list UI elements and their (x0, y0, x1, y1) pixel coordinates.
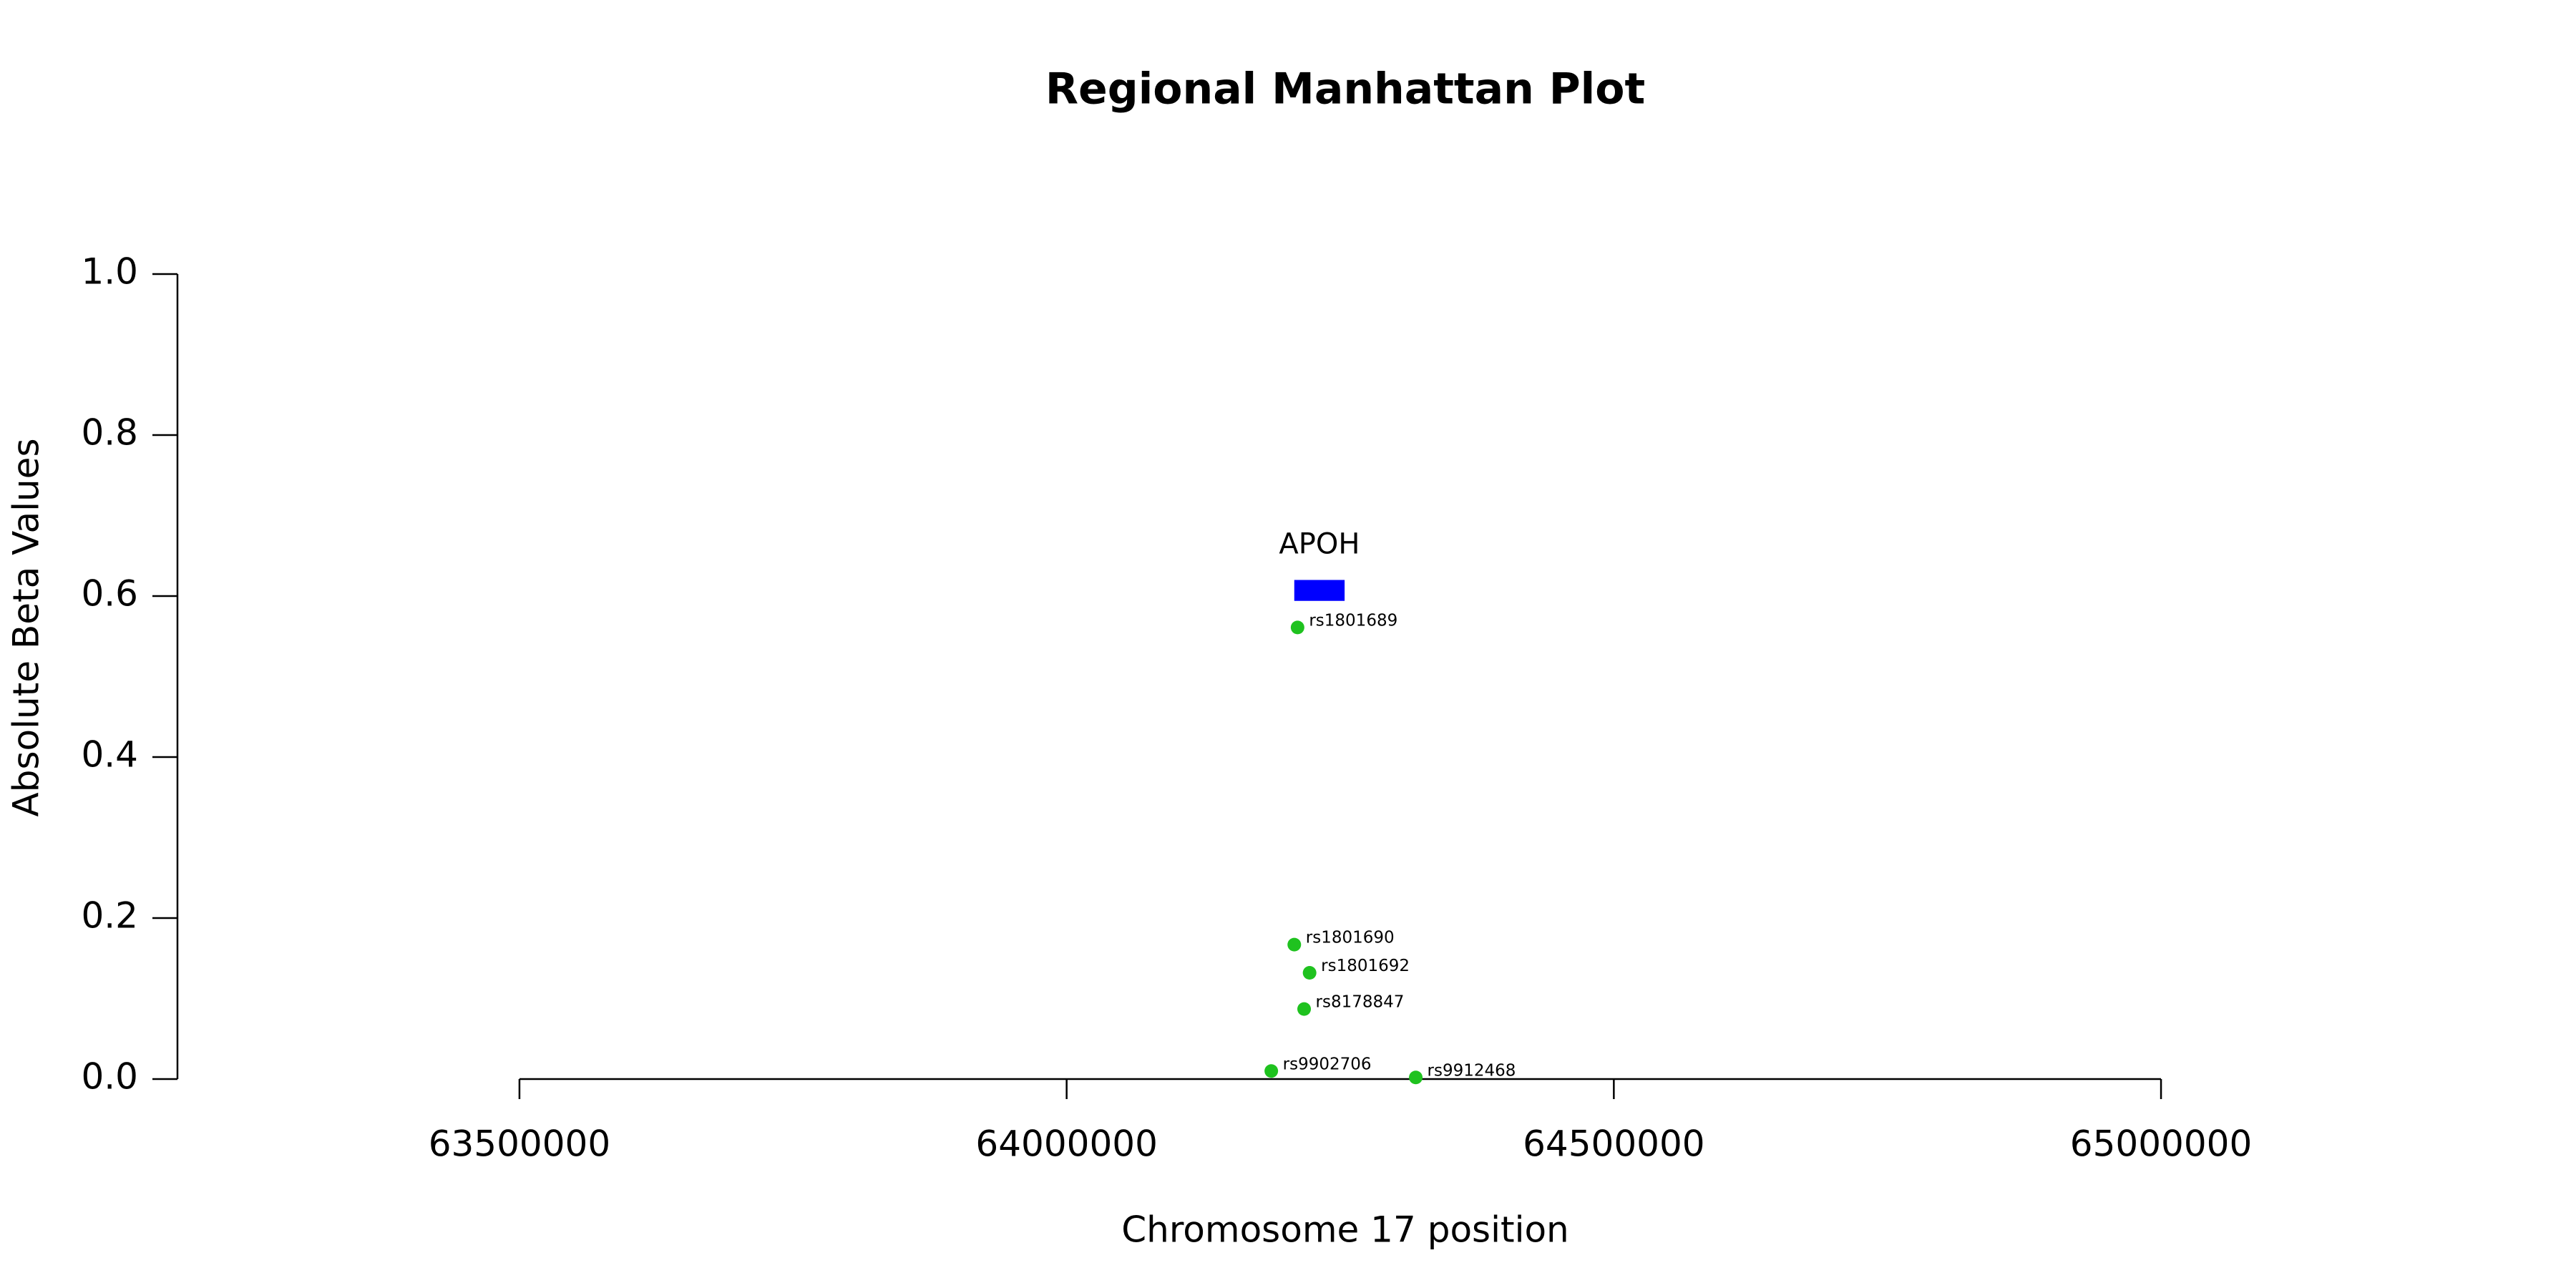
snp-label: rs8178847 (1316, 993, 1405, 1012)
x-tick-label: 64500000 (1523, 1123, 1705, 1165)
snp-label: rs9902706 (1283, 1055, 1372, 1073)
y-tick-label: 0.4 (81, 734, 138, 776)
x-axis-title: Chromosome 17 position (1121, 1209, 1569, 1251)
snp-point (1287, 937, 1302, 952)
gene-label: APOH (1279, 528, 1360, 561)
gene-box (1294, 580, 1345, 601)
snp-label: rs9912468 (1428, 1061, 1516, 1080)
x-tick-label: 64000000 (975, 1123, 1158, 1165)
snp-point (1409, 1070, 1423, 1085)
x-tick-label: 65000000 (2070, 1123, 2253, 1165)
y-tick-label: 1.0 (81, 251, 138, 293)
y-axis-title: Absolute Beta Values (6, 439, 47, 817)
snp-label: rs1801690 (1306, 929, 1395, 947)
snp-point (1290, 620, 1304, 635)
snp-point (1302, 966, 1317, 980)
y-tick-label: 0.2 (81, 895, 138, 937)
y-tick-label: 0.6 (81, 573, 138, 615)
chart-title: Regional Manhattan Plot (1045, 64, 1645, 114)
snp-label: rs1801692 (1321, 957, 1410, 975)
snp-point (1264, 1064, 1279, 1078)
snp-point (1297, 1002, 1312, 1016)
y-tick-label: 0.0 (81, 1056, 138, 1098)
y-tick-label: 0.8 (81, 412, 138, 454)
x-tick-label: 63500000 (429, 1123, 611, 1165)
snp-label: rs1801689 (1309, 611, 1397, 630)
